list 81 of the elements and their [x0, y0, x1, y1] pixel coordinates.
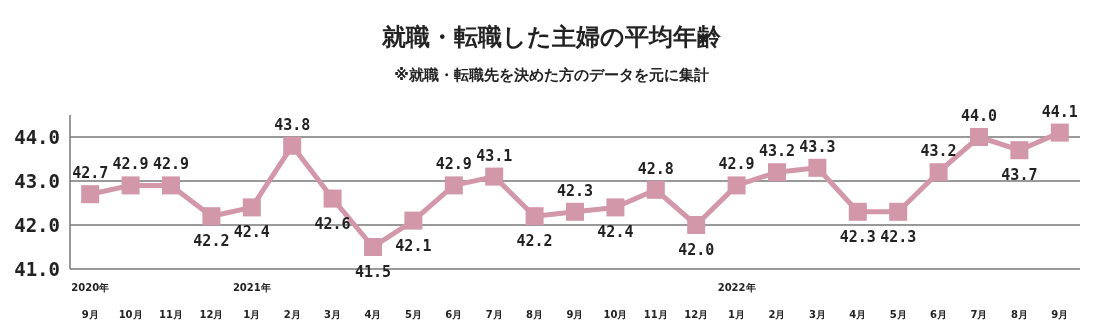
y-tick-label: 44.0 — [14, 126, 60, 148]
data-label: 42.3 — [880, 227, 917, 246]
chart-title: 就職・転職した主婦の平均年齢 — [381, 23, 722, 51]
point — [808, 158, 827, 177]
data-label: 42.8 — [637, 159, 674, 178]
x-tick-label: 2月 — [283, 309, 301, 320]
x-tick-label: 8月 — [526, 309, 544, 320]
data-label: 42.7 — [72, 164, 109, 183]
point — [323, 189, 342, 208]
x-tick-label: 4月 — [849, 309, 867, 320]
y-tick-label: 43.0 — [14, 170, 60, 192]
point — [283, 136, 302, 155]
category-label: 2020年 9月 — [71, 282, 110, 320]
chart-subtitle: ※就職・転職先を決めた方のデータを元に集計 — [394, 66, 709, 84]
x-tick-label: 9月 — [566, 309, 584, 320]
x-tick-label: 3月 — [808, 309, 826, 320]
point — [687, 216, 706, 234]
data-label: 43.1 — [476, 146, 513, 165]
data-label: 42.6 — [314, 214, 351, 233]
point — [889, 202, 908, 221]
data-label: 42.2 — [193, 232, 230, 251]
data-label: 42.2 — [516, 232, 553, 251]
x-tick-label: 7月 — [970, 309, 988, 320]
point — [606, 198, 625, 217]
point — [1050, 123, 1069, 142]
data-label: 43.2 — [758, 142, 796, 161]
category-label: 2022年 1月 — [717, 282, 756, 320]
point — [242, 198, 261, 217]
point — [121, 176, 140, 195]
data-label: 42.9 — [718, 155, 755, 174]
category-label: 2021年 1月 — [232, 282, 271, 320]
point — [1010, 141, 1029, 160]
x-tick-label: 12月 — [684, 309, 709, 320]
point — [929, 163, 948, 182]
x-tick-label: 5月 — [889, 309, 907, 320]
x-tick-label: 5月 — [404, 309, 422, 320]
x-tick-label: 3月 — [324, 309, 342, 320]
point — [525, 207, 544, 226]
point — [404, 211, 423, 230]
point — [81, 185, 100, 204]
y-tick-label: 42.0 — [14, 214, 60, 236]
x-tick-label: 10月 — [118, 309, 143, 320]
point — [848, 202, 867, 221]
data-label: 42.3 — [839, 227, 876, 246]
data-label: 43.7 — [1001, 166, 1038, 185]
data-label: 43.8 — [274, 115, 311, 134]
x-tick-label: 11月 — [643, 309, 668, 320]
point — [768, 163, 786, 182]
x-tick-label: 8月 — [1010, 309, 1028, 320]
x-tick-label: 12月 — [199, 309, 224, 320]
data-label: 42.1 — [395, 236, 432, 255]
data-label: 42.9 — [435, 155, 472, 174]
data-label: 42.9 — [112, 155, 149, 174]
data-label: 42.4 — [597, 223, 634, 242]
point — [485, 167, 504, 186]
point — [444, 176, 463, 195]
data-label: 44.0 — [960, 107, 998, 125]
data-label: 44.1 — [1041, 102, 1078, 121]
x-tick-label: 6月 — [445, 309, 463, 320]
point — [970, 128, 988, 146]
data-label: 43.3 — [799, 137, 836, 156]
x-tick-label: 6月 — [930, 309, 948, 320]
point — [646, 180, 665, 199]
data-label: 42.3 — [556, 181, 594, 200]
x-tick-label: 10月 — [603, 309, 628, 320]
x-tick-label: 9月 — [1051, 309, 1069, 320]
data-label: 42.4 — [233, 223, 270, 242]
data-label: 41.5 — [354, 263, 392, 281]
point — [364, 238, 382, 256]
x-tick-label: 4月 — [364, 309, 382, 320]
data-label: 43.2 — [920, 142, 957, 161]
x-tick-label: 2月 — [768, 309, 786, 320]
data-label: 42.0 — [678, 241, 715, 259]
x-tick-label: 11月 — [159, 309, 183, 320]
x-tick-label: 7月 — [485, 309, 503, 320]
point — [727, 176, 746, 195]
data-label: 42.9 — [152, 155, 190, 174]
y-tick-label: 41.0 — [14, 258, 60, 280]
point — [162, 176, 180, 195]
point — [566, 202, 584, 221]
point — [202, 207, 221, 226]
